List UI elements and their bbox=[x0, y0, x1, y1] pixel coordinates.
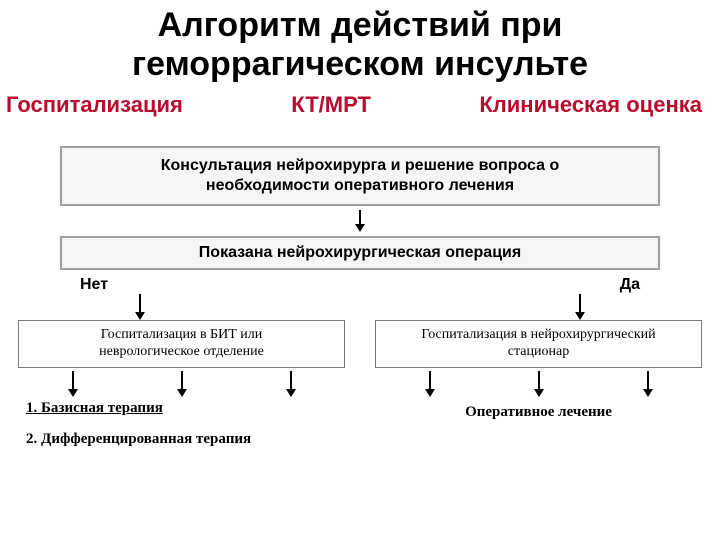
result-surgery: Оперативное лечение bbox=[375, 400, 702, 421]
decision-row: Нет Да bbox=[80, 276, 640, 294]
therapy-list: 1. Базисная терапия 2. Дифференцированна… bbox=[18, 400, 345, 448]
arrow-down-icon bbox=[350, 210, 370, 232]
arrow-down-left-icon bbox=[130, 294, 150, 320]
tri-arrows-left bbox=[18, 371, 345, 397]
branch-no-col: Госпитализация в БИТ или неврологическое… bbox=[18, 320, 345, 450]
arrow-consult-to-indication bbox=[0, 210, 720, 232]
node-consultation-line1: Консультация нейрохирурга и решение вопр… bbox=[72, 156, 648, 176]
arrow-down-icon bbox=[422, 371, 438, 397]
therapy-differentiated: 2. Дифференцированная терапия bbox=[26, 431, 345, 448]
main-title: Алгоритм действий при геморрагическом ин… bbox=[0, 0, 720, 84]
node-consultation: Консультация нейрохирурга и решение вопр… bbox=[60, 146, 660, 206]
title-line-2: геморрагическом инсульте bbox=[0, 45, 720, 84]
stage-hospitalization: Госпитализация bbox=[6, 92, 183, 118]
node-hosp-neurosurgical: Госпитализация в нейрохирургический стац… bbox=[375, 320, 702, 368]
stages-row: Госпитализация КТ/МРТ Клиническая оценка bbox=[0, 84, 720, 118]
node-indication: Показана нейрохирургическая операция bbox=[60, 236, 660, 270]
arrow-down-right-icon bbox=[570, 294, 590, 320]
arrow-down-icon bbox=[531, 371, 547, 397]
tri-arrows-right bbox=[375, 371, 702, 397]
branch-yes-col: Госпитализация в нейрохирургический стац… bbox=[375, 320, 702, 450]
split-arrows bbox=[130, 294, 590, 320]
stage-clinical-eval: Клиническая оценка bbox=[479, 92, 702, 118]
node-hosp-neuro-dept: Госпитализация в БИТ или неврологическое… bbox=[18, 320, 345, 368]
therapy-basic: 1. Базисная терапия bbox=[26, 400, 345, 417]
branch-no-line1: Госпитализация в БИТ или bbox=[23, 327, 340, 344]
branch-yes-line2: стационар bbox=[380, 344, 697, 361]
title-line-1: Алгоритм действий при bbox=[0, 6, 720, 45]
branches-row: Госпитализация в БИТ или неврологическое… bbox=[18, 320, 702, 450]
branch-yes-line1: Госпитализация в нейрохирургический bbox=[380, 327, 697, 344]
arrow-down-icon bbox=[283, 371, 299, 397]
branch-no-line2: неврологическое отделение bbox=[23, 344, 340, 361]
arrow-down-icon bbox=[174, 371, 190, 397]
decision-yes: Да bbox=[620, 276, 640, 294]
stage-ct-mrt: КТ/МРТ bbox=[291, 92, 371, 118]
arrow-down-icon bbox=[65, 371, 81, 397]
node-indication-text: Показана нейрохирургическая операция bbox=[199, 244, 521, 261]
node-consultation-line2: необходимости оперативного лечения bbox=[72, 176, 648, 196]
arrow-down-icon bbox=[640, 371, 656, 397]
decision-no: Нет bbox=[80, 276, 108, 294]
